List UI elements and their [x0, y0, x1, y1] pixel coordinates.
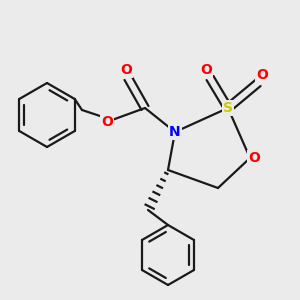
Text: S: S [223, 101, 233, 115]
Text: O: O [256, 68, 268, 82]
Text: O: O [120, 63, 132, 77]
Text: O: O [248, 151, 260, 165]
Text: O: O [101, 115, 113, 129]
Text: O: O [200, 63, 212, 77]
Text: N: N [169, 125, 181, 139]
